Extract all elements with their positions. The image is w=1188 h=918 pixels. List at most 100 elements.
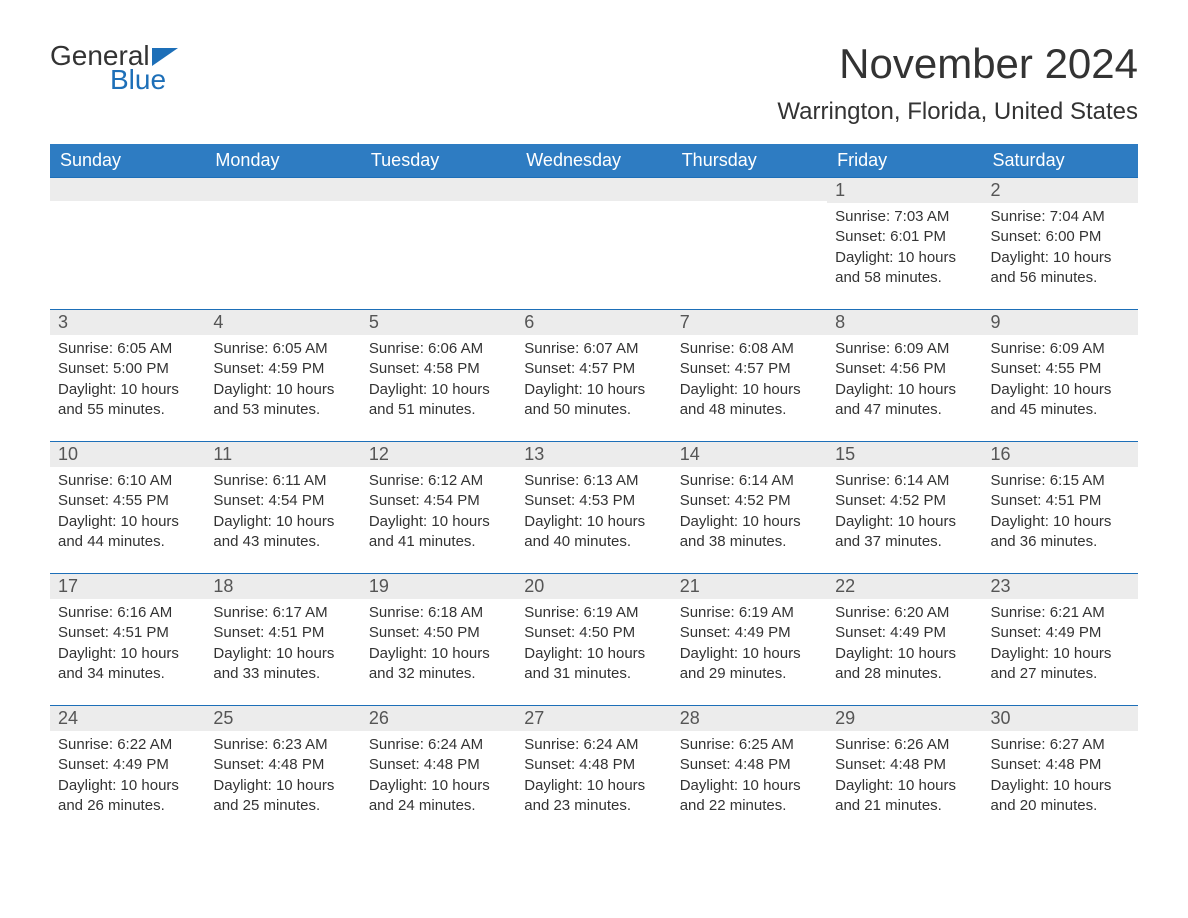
day-number: 6 [516,309,671,335]
day-content: Sunrise: 6:05 AMSunset: 5:00 PMDaylight:… [50,335,205,428]
sunrise-text: Sunrise: 6:05 AM [213,339,352,359]
day-number: 11 [205,441,360,467]
day-number: 30 [983,705,1138,731]
day-number: 26 [361,705,516,731]
sunrise-text: Sunrise: 6:15 AM [991,471,1130,491]
calendar-cell: 21Sunrise: 6:19 AMSunset: 4:49 PMDayligh… [672,573,827,705]
day-number: 18 [205,573,360,599]
day-number: 23 [983,573,1138,599]
daylight-text: Daylight: 10 hours and 23 minutes. [524,776,663,817]
calendar-cell: 15Sunrise: 6:14 AMSunset: 4:52 PMDayligh… [827,441,982,573]
daylight-text: Daylight: 10 hours and 22 minutes. [680,776,819,817]
day-header: Friday [827,144,982,177]
calendar-table: Sunday Monday Tuesday Wednesday Thursday… [50,144,1138,837]
daylight-text: Daylight: 10 hours and 25 minutes. [213,776,352,817]
day-content: Sunrise: 6:05 AMSunset: 4:59 PMDaylight:… [205,335,360,428]
empty-day [672,177,827,201]
day-content: Sunrise: 6:27 AMSunset: 4:48 PMDaylight:… [983,731,1138,824]
day-content: Sunrise: 6:13 AMSunset: 4:53 PMDaylight:… [516,467,671,560]
calendar-cell [672,177,827,309]
day-content: Sunrise: 6:07 AMSunset: 4:57 PMDaylight:… [516,335,671,428]
sunset-text: Sunset: 4:49 PM [991,623,1130,643]
daylight-text: Daylight: 10 hours and 48 minutes. [680,380,819,421]
day-number: 9 [983,309,1138,335]
sunrise-text: Sunrise: 6:19 AM [680,603,819,623]
day-number: 16 [983,441,1138,467]
sunrise-text: Sunrise: 7:04 AM [991,207,1130,227]
day-content: Sunrise: 6:10 AMSunset: 4:55 PMDaylight:… [50,467,205,560]
sunset-text: Sunset: 4:50 PM [524,623,663,643]
day-header: Tuesday [361,144,516,177]
calendar-cell: 1Sunrise: 7:03 AMSunset: 6:01 PMDaylight… [827,177,982,309]
calendar-cell: 13Sunrise: 6:13 AMSunset: 4:53 PMDayligh… [516,441,671,573]
day-content: Sunrise: 6:16 AMSunset: 4:51 PMDaylight:… [50,599,205,692]
sunrise-text: Sunrise: 6:17 AM [213,603,352,623]
sunset-text: Sunset: 4:49 PM [680,623,819,643]
daylight-text: Daylight: 10 hours and 44 minutes. [58,512,197,553]
calendar-cell: 25Sunrise: 6:23 AMSunset: 4:48 PMDayligh… [205,705,360,837]
sunset-text: Sunset: 4:49 PM [835,623,974,643]
calendar-cell: 6Sunrise: 6:07 AMSunset: 4:57 PMDaylight… [516,309,671,441]
sunrise-text: Sunrise: 6:11 AM [213,471,352,491]
daylight-text: Daylight: 10 hours and 50 minutes. [524,380,663,421]
day-content: Sunrise: 6:09 AMSunset: 4:56 PMDaylight:… [827,335,982,428]
sunrise-text: Sunrise: 6:19 AM [524,603,663,623]
sunset-text: Sunset: 4:53 PM [524,491,663,511]
sunset-text: Sunset: 4:57 PM [680,359,819,379]
day-number: 24 [50,705,205,731]
sunset-text: Sunset: 4:49 PM [58,755,197,775]
calendar-cell: 11 Sunrise: 6:11 AMSunset: 4:54 PMDayligh… [205,441,360,573]
sunrise-text: Sunrise: 6:13 AM [524,471,663,491]
sunrise-text: Sunrise: 6:26 AM [835,735,974,755]
day-content: Sunrise: 6:20 AMSunset: 4:49 PMDaylight:… [827,599,982,692]
day-content: Sunrise: 6:22 AMSunset: 4:49 PMDaylight:… [50,731,205,824]
day-number: 29 [827,705,982,731]
calendar-cell: 17Sunrise: 6:16 AMSunset: 4:51 PMDayligh… [50,573,205,705]
sunset-text: Sunset: 4:48 PM [213,755,352,775]
calendar-cell: 8Sunrise: 6:09 AMSunset: 4:56 PMDaylight… [827,309,982,441]
sunrise-text: Sunrise: 6:25 AM [680,735,819,755]
sunset-text: Sunset: 6:01 PM [835,227,974,247]
sunrise-text: Sunrise: 7:03 AM [835,207,974,227]
day-content: Sunrise: 6:19 AMSunset: 4:49 PMDaylight:… [672,599,827,692]
empty-day [50,177,205,201]
sunrise-text: Sunrise: 6:16 AM [58,603,197,623]
daylight-text: Daylight: 10 hours and 41 minutes. [369,512,508,553]
day-number: 21 [672,573,827,599]
sunrise-text: Sunrise: 6:20 AM [835,603,974,623]
sunset-text: Sunset: 4:48 PM [524,755,663,775]
sunset-text: Sunset: 4:57 PM [524,359,663,379]
sunset-text: Sunset: 4:54 PM [213,491,352,511]
daylight-text: Daylight: 10 hours and 20 minutes. [991,776,1130,817]
daylight-text: Daylight: 10 hours and 34 minutes. [58,644,197,685]
empty-day [205,177,360,201]
day-number: 7 [672,309,827,335]
day-number: 12 [361,441,516,467]
day-content: Sunrise: 6:24 AMSunset: 4:48 PMDaylight:… [361,731,516,824]
week-row: 1Sunrise: 7:03 AMSunset: 6:01 PMDaylight… [50,177,1138,309]
daylight-text: Daylight: 10 hours and 38 minutes. [680,512,819,553]
day-content: Sunrise: 6:18 AMSunset: 4:50 PMDaylight:… [361,599,516,692]
daylight-text: Daylight: 10 hours and 43 minutes. [213,512,352,553]
sunset-text: Sunset: 4:48 PM [369,755,508,775]
logo-text-blue: Blue [110,64,166,96]
day-number: 8 [827,309,982,335]
sunset-text: Sunset: 4:48 PM [680,755,819,775]
day-content: Sunrise: 6:08 AMSunset: 4:57 PMDaylight:… [672,335,827,428]
sunrise-text: Sunrise: 6:24 AM [369,735,508,755]
title-block: November 2024 Warrington, Florida, Unite… [777,40,1138,126]
daylight-text: Daylight: 10 hours and 24 minutes. [369,776,508,817]
daylight-text: Daylight: 10 hours and 47 minutes. [835,380,974,421]
sunrise-text: Sunrise: 6:23 AM [213,735,352,755]
day-number: 15 [827,441,982,467]
sunrise-text: Sunrise: 6:07 AM [524,339,663,359]
calendar-cell: 19Sunrise: 6:18 AMSunset: 4:50 PMDayligh… [361,573,516,705]
day-content: Sunrise: 6:21 AMSunset: 4:49 PMDaylight:… [983,599,1138,692]
calendar-cell: 7Sunrise: 6:08 AMSunset: 4:57 PMDaylight… [672,309,827,441]
week-row: 10Sunrise: 6:10 AMSunset: 4:55 PMDayligh… [50,441,1138,573]
day-content: Sunrise: 6:06 AMSunset: 4:58 PMDaylight:… [361,335,516,428]
day-number: 20 [516,573,671,599]
sunrise-text: Sunrise: 6:14 AM [680,471,819,491]
sunset-text: Sunset: 4:56 PM [835,359,974,379]
calendar-cell: 16Sunrise: 6:15 AMSunset: 4:51 PMDayligh… [983,441,1138,573]
